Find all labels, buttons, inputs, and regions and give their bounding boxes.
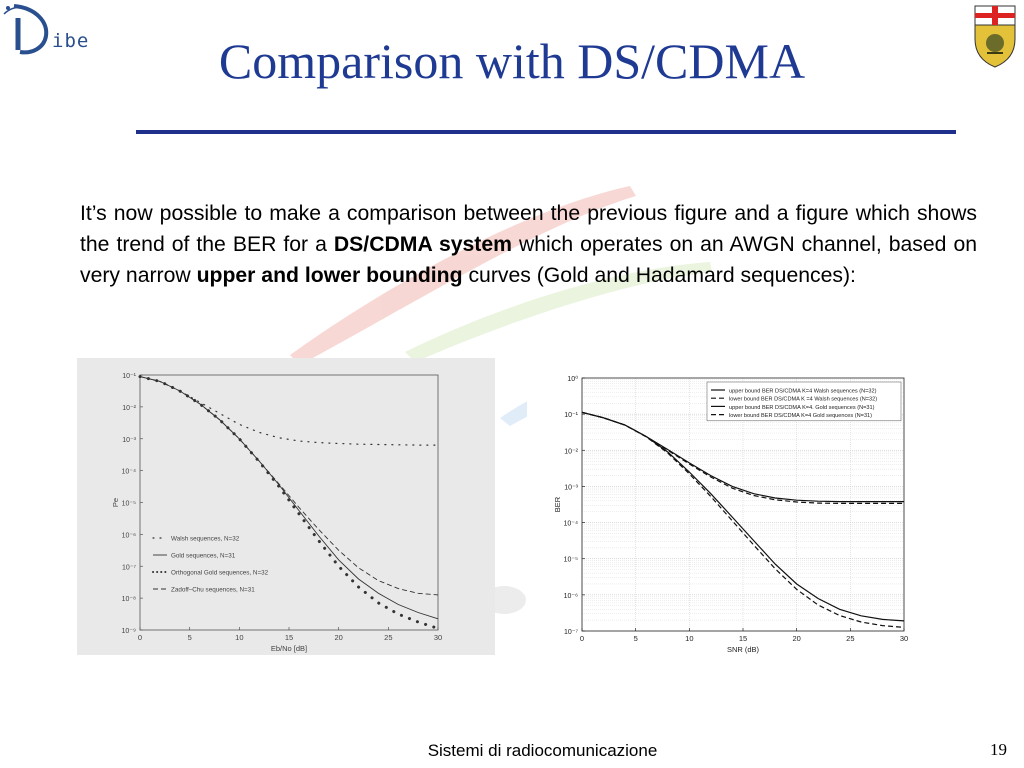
x-tick-label: 25 <box>384 633 392 642</box>
legend-label: lower bound BER DS/CDMA K =4 Walsh seque… <box>729 397 877 403</box>
x-tick-label: 5 <box>188 633 192 642</box>
body-paragraph: It’s now possible to make a comparison b… <box>80 198 977 291</box>
y-tick-label: 10⁻⁶ <box>564 593 578 600</box>
x-tick-label: 30 <box>900 634 908 643</box>
x-axis-label: Eb/No [dB] <box>271 644 307 653</box>
y-tick-label: 10⁻² <box>564 448 578 455</box>
y-axis-label: BER <box>553 496 562 512</box>
y-tick-label: 10⁻⁵ <box>564 557 578 564</box>
x-tick-label: 15 <box>739 634 747 643</box>
y-tick-label: 10⁻⁹ <box>122 628 136 635</box>
y-tick-label: 10⁻⁷ <box>122 564 136 571</box>
logo-text: ibe <box>52 30 90 52</box>
x-tick-label: 10 <box>235 633 243 642</box>
legend-label: Zadoff–Chu sequences, N=31 <box>171 587 255 594</box>
y-tick-label: 10⁻⁷ <box>564 629 578 636</box>
ber-chart: 0 5 10 15 20 25 30 10⁰ 10⁻¹ 10⁻² 10⁻³ 10⁻⁴ 10⁻⁵ 10⁻⁶ 1… <box>527 354 944 666</box>
paragraph-bold-text: DS/CDMA system <box>333 233 512 256</box>
series-line <box>139 376 439 596</box>
x-tick-label: 20 <box>334 633 342 642</box>
scanned-pe-chart: 0 5 10 15 20 25 30 10⁻¹ 10⁻² 10⁻³ 10⁻⁴ 10⁻⁵ 10⁻⁶ 10⁻⁷… <box>77 358 495 655</box>
y-tick-label: 10⁻⁴ <box>122 469 137 476</box>
slide-title: Comparison with DS/CDMA <box>218 33 806 89</box>
title-divider <box>136 130 956 134</box>
x-tick-label: 0 <box>138 633 142 642</box>
university-crest-icon <box>974 5 1016 68</box>
page-number: 19 <box>990 740 1007 759</box>
ber-chart-svg: 0 5 10 15 20 25 30 10⁰ 10⁻¹ 10⁻² 10⁻³ 10⁻⁴ 10⁻⁵ 10⁻⁶ 1… <box>553 375 908 654</box>
y-tick-label: 10⁰ <box>567 375 578 383</box>
y-tick-label: 10⁻⁸ <box>122 596 136 603</box>
x-tick-label: 20 <box>792 634 800 643</box>
x-tick-label: 10 <box>685 634 693 643</box>
y-tick-label: 10⁻³ <box>122 437 136 444</box>
legend-label: Orthogonal Gold sequences, N=32 <box>171 570 269 577</box>
dibe-logo <box>3 4 49 55</box>
legend-label: upper bound BER DS/CDMA K=4 Walsh sequen… <box>729 389 877 395</box>
series-line <box>581 411 905 628</box>
footer-course-name: Sistemi di radiocomunicazione <box>427 741 658 760</box>
pe-chart-svg: 0 5 10 15 20 25 30 10⁻¹ 10⁻² 10⁻³ 10⁻⁴ 10⁻⁵ 10⁻⁶ 10⁻⁷… <box>111 373 442 653</box>
series-line <box>139 376 439 620</box>
y-tick-label: 10⁻¹ <box>122 373 136 380</box>
x-tick-label: 5 <box>634 634 638 643</box>
series-line <box>139 376 439 446</box>
x-tick-label: 15 <box>285 633 293 642</box>
paragraph-text: which operates on an AWGN channel, based… <box>80 233 978 287</box>
paragraph-bold-text: upper and lower bounding <box>196 264 463 287</box>
x-tick-label: 25 <box>846 634 854 643</box>
legend-label: Walsh sequences, N=32 <box>171 536 240 543</box>
legend-box <box>706 381 902 422</box>
y-tick-label: 10⁻¹ <box>564 412 578 419</box>
y-axis-label: Pe <box>111 498 120 507</box>
legend-label: Gold sequences, N=31 <box>171 553 236 560</box>
paragraph-text: It’s now possible to make a comparison b… <box>80 202 977 256</box>
legend-label: upper bound BER DS/CDMA K=4. Gold sequen… <box>729 405 875 411</box>
y-tick-label: 10⁻³ <box>564 484 578 491</box>
series-line <box>138 375 440 630</box>
x-axis-label: SNR (dB) <box>727 645 760 654</box>
y-tick-label: 10⁻² <box>122 405 136 412</box>
x-tick-label: 0 <box>580 634 584 643</box>
y-tick-label: 10⁻⁴ <box>564 521 579 528</box>
y-tick-label: 10⁻⁵ <box>122 501 136 508</box>
y-tick-label: 10⁻⁶ <box>122 532 136 539</box>
x-tick-label: 30 <box>434 633 442 642</box>
legend-label: lower bound BER DS/CDMA K=4 Gold sequenc… <box>729 413 872 419</box>
paragraph-text: curves (Gold and Hadamard sequences): <box>462 264 856 287</box>
